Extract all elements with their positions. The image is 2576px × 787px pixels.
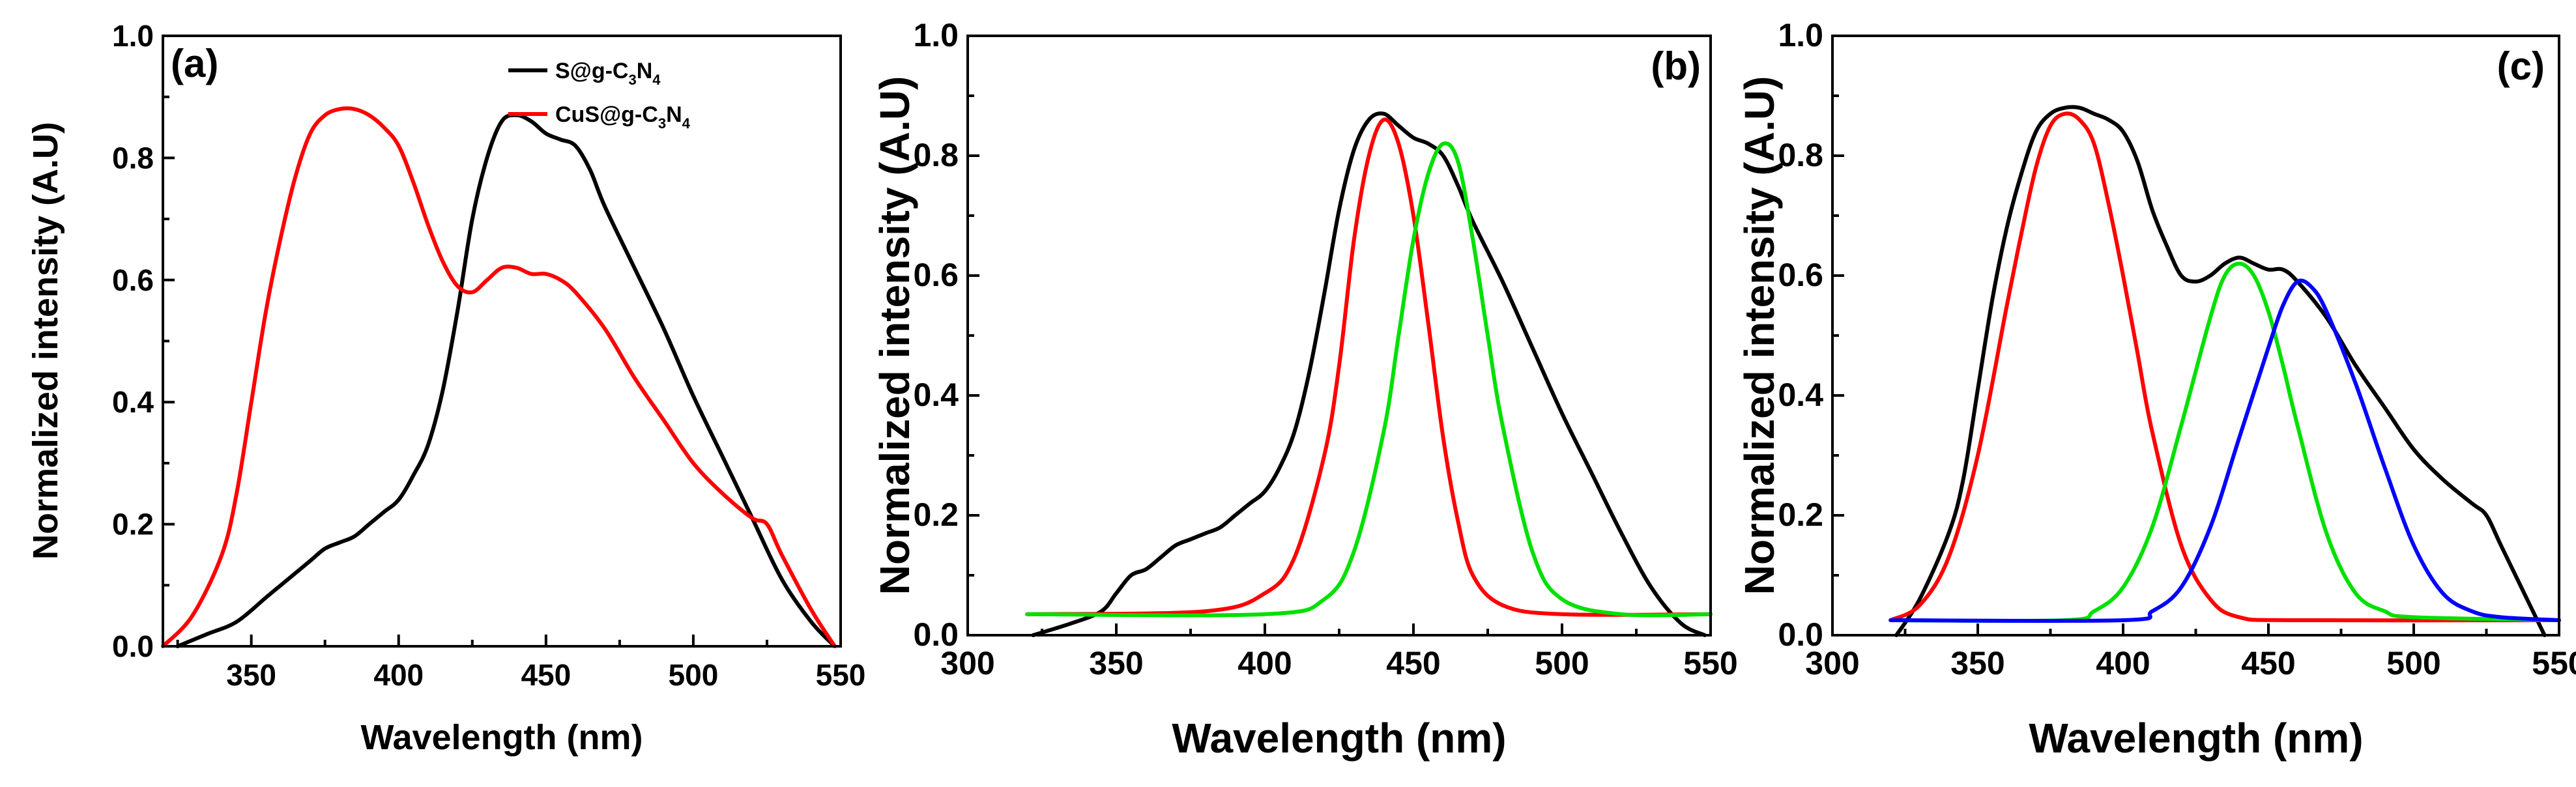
legend-entry-s-sub1: 3 bbox=[628, 72, 636, 88]
panel-a-series-cus-g-c3n4 bbox=[161, 106, 837, 648]
panel-b-x-tick-label-350: 350 bbox=[1089, 645, 1143, 681]
panel-a-series-layer bbox=[161, 106, 837, 648]
panel-b-y-axis-title: Normalized intensity (A.U) bbox=[871, 76, 918, 595]
panel-c-x-tick-label-350: 350 bbox=[1950, 645, 2004, 681]
panel-c-y-tick-label-0.2: 0.2 bbox=[1778, 496, 1823, 533]
panel-a-x-tick-label-500: 500 bbox=[669, 658, 719, 692]
panel-c-label: (c) bbox=[2497, 44, 2545, 88]
panel-a-x-tick-label-450: 450 bbox=[521, 658, 571, 692]
panel-c-x-tick-label-450: 450 bbox=[2241, 645, 2295, 681]
legend-entry-cus-gc3n4: CuS@g-C3N4 bbox=[555, 102, 691, 132]
panel-a-y-axis-title: Normalized intensity (A.U) bbox=[26, 122, 65, 560]
panel-c-series-measured-spectrum bbox=[1894, 105, 2547, 637]
panel-c-series-gaussian-peak-3 bbox=[1889, 278, 2561, 623]
panel-b-series-gaussian-peak-1 bbox=[1025, 117, 1713, 617]
legend-entry-s-sub2: 4 bbox=[652, 72, 661, 88]
panel-a-series-s-g-c3n4 bbox=[175, 113, 837, 648]
panel-a-y-tick-label-1.0: 1.0 bbox=[112, 19, 154, 53]
legend-entry-s-gc3n4: S@g-C3N4 bbox=[555, 59, 661, 88]
panel-b-y-tick-label-0.4: 0.4 bbox=[913, 377, 959, 413]
panel-b-x-tick-label-500: 500 bbox=[1535, 645, 1589, 681]
panel-b-frame bbox=[966, 35, 1712, 637]
panel-b-x-axis-title: Wavelength (nm) bbox=[1172, 715, 1506, 762]
panel-c-x-tick-label-500: 500 bbox=[2386, 645, 2440, 681]
panel-a-frame bbox=[162, 35, 842, 648]
panel-a: 350 400 450 500 550 0.0 0.2 0.4 0.6 0.8 1.0 (a) Wa… bbox=[26, 19, 865, 757]
panel-c-frame bbox=[1831, 35, 2560, 637]
panel-c-y-axis-title: Normalized intensity (A.U) bbox=[1736, 76, 1783, 595]
panel-a-grid-ticks bbox=[163, 35, 842, 648]
panel-b-series-layer bbox=[1025, 111, 1713, 637]
panel-c-grid-ticks bbox=[1831, 35, 2560, 637]
panel-a-x-axis-title: Wavelength (nm) bbox=[360, 718, 643, 757]
panel-b-series-measured-spectrum bbox=[1031, 111, 1707, 637]
panel-b: 300 350 400 450 500 550 0.0 0.2 0.4 0.6 0.8 1.0 (b)… bbox=[871, 17, 1738, 762]
panel-a-x-tick-label-400: 400 bbox=[373, 658, 424, 692]
panel-a-x-tick-label-350: 350 bbox=[226, 658, 276, 692]
legend-entry-cus-mid: N bbox=[666, 102, 682, 127]
panel-b-y-tick-label-0.8: 0.8 bbox=[913, 137, 959, 173]
panel-b-x-tick-label-550: 550 bbox=[1683, 645, 1737, 681]
panel-b-y-tick-label-1.0: 1.0 bbox=[913, 17, 959, 53]
panel-c-tick-labels: 300 350 400 450 500 550 0.0 0.2 0.4 0.6 0.8 1.0 bbox=[1778, 17, 2576, 681]
panel-b-x-tick-label-400: 400 bbox=[1237, 645, 1292, 681]
panel-c: 300 350 400 450 500 550 0.0 0.2 0.4 0.6 0.8 1.0 (c)… bbox=[1736, 17, 2576, 762]
panel-c-x-tick-label-300: 300 bbox=[1805, 645, 1859, 681]
legend-entry-cus-sub1: 3 bbox=[658, 115, 666, 132]
panel-c-y-tick-label-0.6: 0.6 bbox=[1778, 257, 1823, 293]
panel-c-series-gaussian-peak-2 bbox=[1889, 261, 2561, 623]
legend-entry-s-prefix: S@g-C bbox=[555, 59, 628, 83]
panel-c-x-axis-title: Wavelength (nm) bbox=[2029, 715, 2363, 762]
panel-a-x-tick-label-550: 550 bbox=[816, 658, 866, 692]
panel-a-y-tick-label-0.2: 0.2 bbox=[112, 508, 154, 541]
legend-entry-cus-sub2: 4 bbox=[682, 115, 691, 132]
panel-b-y-tick-label-0.6: 0.6 bbox=[913, 257, 959, 293]
panel-a-y-tick-label-0.0: 0.0 bbox=[112, 629, 154, 663]
panel-c-x-tick-label-550: 550 bbox=[2532, 645, 2576, 681]
panel-c-x-tick-label-400: 400 bbox=[2096, 645, 2150, 681]
legend-entry-cus-prefix: CuS@g-C bbox=[555, 102, 658, 127]
panel-b-x-tick-label-450: 450 bbox=[1386, 645, 1440, 681]
panel-b-tick-labels: 300 350 400 450 500 550 0.0 0.2 0.4 0.6 0.8 1.0 bbox=[913, 17, 1737, 681]
panel-b-label: (b) bbox=[1651, 44, 1701, 88]
panel-c-y-tick-label-0.8: 0.8 bbox=[1778, 137, 1823, 173]
legend-entry-s-mid: N bbox=[637, 59, 653, 83]
panel-b-grid-ticks bbox=[966, 35, 1712, 637]
panel-c-y-tick-label-0.4: 0.4 bbox=[1778, 377, 1823, 413]
panel-a-tick-labels: 350 400 450 500 550 0.0 0.2 0.4 0.6 0.8 1.0 bbox=[112, 19, 865, 692]
panel-c-series-layer bbox=[1889, 105, 2561, 637]
panel-a-y-tick-label-0.6: 0.6 bbox=[112, 263, 154, 297]
panel-c-y-tick-label-1.0: 1.0 bbox=[1778, 17, 1823, 53]
panel-a-label: (a) bbox=[171, 42, 218, 85]
panel-a-legend: S@g-C3N4 CuS@g-C3N4 bbox=[508, 59, 691, 132]
panel-a-y-tick-label-0.4: 0.4 bbox=[112, 385, 154, 419]
panel-b-series-gaussian-peak-2 bbox=[1025, 141, 1713, 618]
panel-b-y-tick-label-0.2: 0.2 bbox=[913, 496, 959, 533]
panel-b-x-tick-label-300: 300 bbox=[940, 645, 994, 681]
panel-b-y-tick-label-0.0: 0.0 bbox=[913, 616, 959, 653]
panel-c-series-gaussian-peak-1 bbox=[1889, 111, 2561, 623]
panel-a-y-tick-label-0.8: 0.8 bbox=[112, 141, 154, 175]
panel-c-y-tick-label-0.0: 0.0 bbox=[1778, 616, 1823, 653]
